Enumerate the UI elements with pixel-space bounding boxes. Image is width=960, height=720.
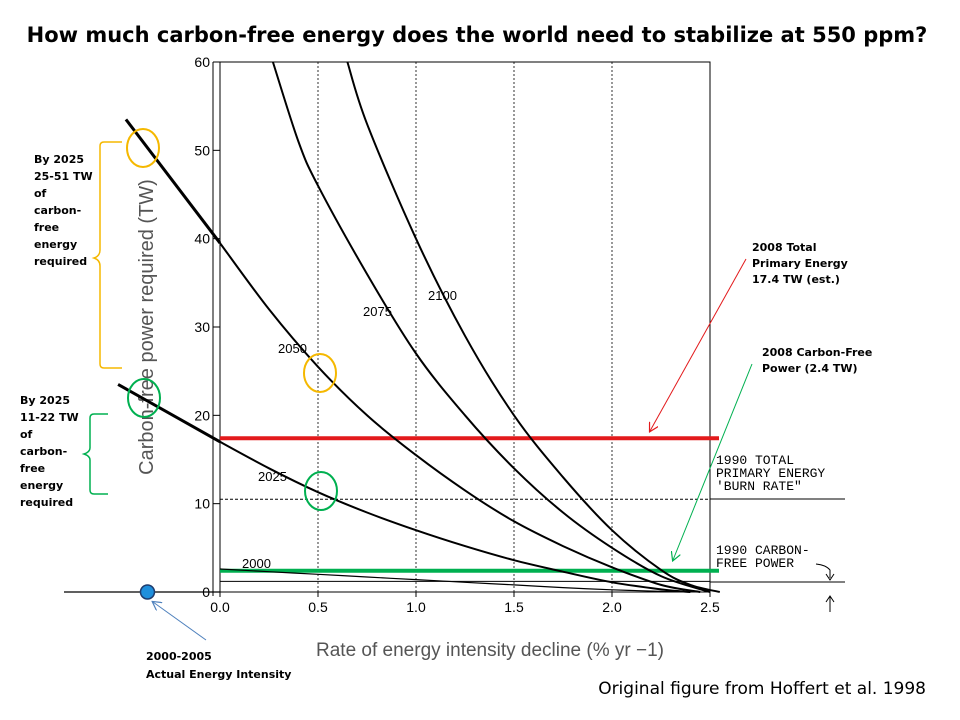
- ref-1990-carbon-free-arrow-top: [815, 563, 835, 581]
- y-tick-label: 50: [194, 142, 210, 158]
- series-line-2075: [271, 61, 711, 593]
- annotation-green-brace: [81, 413, 108, 495]
- credit-text: Original figure from Hoffert et al. 1998: [598, 679, 926, 699]
- plot-frame: [219, 61, 711, 593]
- x-axis-label: Rate of energy intensity decline (% yr −…: [316, 640, 664, 661]
- ref-2008-total-arrow: [650, 258, 747, 431]
- reference-lines: [220, 436, 719, 582]
- highlight-2025-extrap-green: [127, 378, 161, 418]
- y-tick-label: 30: [194, 319, 210, 335]
- series-lines: [219, 61, 721, 593]
- x-tick-label: 0.0: [210, 599, 230, 615]
- y-tick-label: 60: [194, 54, 210, 70]
- series-label-2100: 2100: [428, 288, 457, 303]
- y-tick-label: 20: [194, 407, 210, 423]
- highlight-2025-extrap-yellow: [126, 128, 160, 168]
- x-tick-label: 1.0: [406, 599, 426, 615]
- y-tick-label: 40: [194, 231, 210, 247]
- y-axis-label: Carbon-free power required (TW): [136, 179, 158, 475]
- x-tick-label: 2.0: [602, 599, 622, 615]
- actual-energy-intensity-arrow: [153, 602, 207, 641]
- series-label-2025: 2025: [258, 469, 287, 484]
- ref-1990-total-label: 1990 TOTAL PRIMARY ENERGY 'BURN RATE": [716, 453, 833, 494]
- extrapolation-line-1: [117, 383, 221, 444]
- series-label-2075: 2075: [363, 304, 392, 319]
- x-tick-label: 2.5: [700, 599, 720, 615]
- extrapolation-line-0: [124, 118, 222, 244]
- series-line-2000: [219, 568, 701, 593]
- highlight-2025-green: [304, 471, 338, 511]
- grid-lines: [317, 62, 613, 592]
- series-line-2050: [219, 242, 701, 593]
- ref-1990-carbon-free-label: 1990 CARBON- FREE POWER: [716, 543, 817, 571]
- x-axis-ticks: 0.0 0.5 1.0 1.5 2.0 2.5: [210, 592, 720, 615]
- actual-energy-intensity-label: 2000-2005 Actual Energy Intensity: [146, 650, 291, 681]
- x-tick-label: 0.5: [308, 599, 328, 615]
- chart-title: How much carbon-free energy does the wor…: [27, 23, 928, 47]
- highlight-2050-yellow: [303, 353, 337, 393]
- ref-2008-total-label: 2008 Total Primary Energy 17.4 TW (est.): [752, 241, 852, 286]
- annotation-green-text: By 2025 11-22 TW of carbon- free energy …: [20, 394, 83, 509]
- extrapolation-lines: [117, 118, 222, 444]
- series-label-2000: 2000: [242, 556, 271, 571]
- actual-energy-intensity-point: [139, 584, 156, 600]
- series-line-2025: [219, 440, 691, 593]
- x-tick-label: 1.5: [504, 599, 524, 615]
- annotation-yellow-text: By 2025 25-51 TW of carbon- free energy …: [34, 153, 97, 268]
- ref-2008-carbon-free-arrow: [673, 363, 753, 560]
- ref-2008-carbon-free-label: 2008 Carbon-Free Power (2.4 TW): [762, 346, 876, 375]
- series-label-2050: 2050: [278, 341, 307, 356]
- annotation-yellow-brace: [91, 141, 122, 369]
- y-tick-label: 10: [194, 496, 210, 512]
- ref-1990-carbon-free-arrow-bottom: [825, 595, 835, 612]
- series-line-2100: [346, 61, 721, 593]
